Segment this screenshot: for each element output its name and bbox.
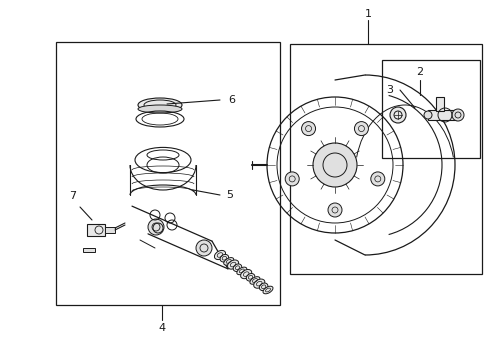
Text: 4: 4 xyxy=(158,323,165,333)
Bar xyxy=(435,97,443,111)
Bar xyxy=(87,224,105,236)
Ellipse shape xyxy=(240,270,251,279)
Bar xyxy=(105,227,115,233)
Ellipse shape xyxy=(246,274,254,281)
Ellipse shape xyxy=(249,277,259,284)
Circle shape xyxy=(196,240,212,256)
Circle shape xyxy=(370,172,384,186)
Text: 6: 6 xyxy=(228,95,235,105)
Text: 7: 7 xyxy=(69,191,77,201)
Ellipse shape xyxy=(263,286,272,294)
Bar xyxy=(289,44,481,274)
Circle shape xyxy=(451,109,463,121)
Ellipse shape xyxy=(138,105,182,113)
Bar xyxy=(56,42,280,305)
Ellipse shape xyxy=(236,267,246,275)
Ellipse shape xyxy=(138,98,182,112)
Circle shape xyxy=(354,122,367,136)
Text: 2: 2 xyxy=(416,67,423,77)
Ellipse shape xyxy=(233,264,241,271)
Circle shape xyxy=(327,203,341,217)
Circle shape xyxy=(301,122,315,136)
Circle shape xyxy=(312,143,356,187)
Circle shape xyxy=(285,172,299,186)
Text: 1: 1 xyxy=(364,9,371,19)
Text: 5: 5 xyxy=(226,190,233,200)
Bar xyxy=(83,248,95,252)
Circle shape xyxy=(148,219,163,235)
Ellipse shape xyxy=(214,251,225,260)
Ellipse shape xyxy=(220,255,228,262)
Circle shape xyxy=(389,107,405,123)
Text: 3: 3 xyxy=(386,85,393,95)
Ellipse shape xyxy=(259,283,267,291)
Ellipse shape xyxy=(253,279,264,288)
Bar xyxy=(427,110,457,120)
Ellipse shape xyxy=(224,258,233,265)
Ellipse shape xyxy=(227,260,238,269)
Circle shape xyxy=(423,111,431,119)
Bar xyxy=(381,60,479,158)
